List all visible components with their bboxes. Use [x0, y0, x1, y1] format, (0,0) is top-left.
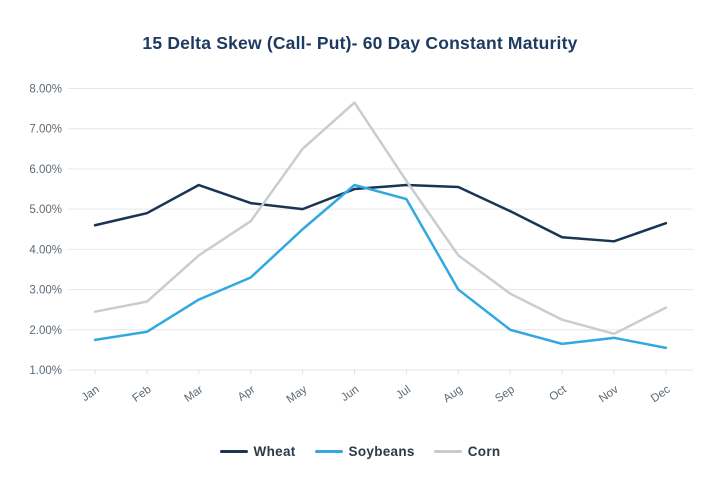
y-tick-label: 5.00% [29, 204, 62, 216]
chart-legend: Wheat Soybeans Corn [0, 440, 720, 462]
series-line-corn [93, 101, 668, 336]
legend-item-corn: Corn [433, 443, 501, 459]
legend-item-soybeans: Soybeans [314, 443, 415, 459]
x-tick-label: Mar [182, 384, 205, 405]
soybeans-line-swatch-icon [314, 449, 343, 453]
y-tick-label: 1.00% [29, 365, 62, 377]
x-tick-label: Jun [339, 384, 361, 404]
legend-label-corn: Corn [467, 443, 501, 459]
y-tick-label: 8.00% [29, 84, 62, 96]
x-tick-label: Nov [597, 383, 621, 405]
legend-label-soybeans: Soybeans [348, 443, 415, 459]
x-tick-label: Jan [80, 384, 102, 404]
legend-item-wheat: Wheat [219, 443, 296, 459]
y-tick-label: 7.00% [29, 124, 62, 136]
corn-line-swatch-icon [433, 449, 462, 453]
wheat-line-swatch-icon [219, 449, 248, 453]
x-tick-label: Aug [441, 384, 465, 406]
y-tick-label: 4.00% [29, 244, 62, 256]
y-tick-label: 2.00% [29, 325, 62, 337]
legend-label-wheat: Wheat [253, 443, 296, 459]
series-line-soybeans [93, 183, 668, 350]
y-tick-label: 3.00% [29, 285, 62, 297]
x-tick-label: Oct [547, 383, 569, 404]
x-tick-label: Dec [649, 383, 673, 405]
y-tick-label: 6.00% [29, 164, 62, 176]
x-tick-label: Apr [236, 384, 258, 404]
x-tick-label: Feb [130, 384, 153, 405]
x-tick-label: May [285, 383, 310, 405]
x-tick-label: Sep [493, 384, 517, 406]
chart-title: 15 Delta Skew (Call- Put)- 60 Day Consta… [142, 33, 578, 53]
x-tick-label: Jul [394, 384, 413, 402]
series-line-wheat [93, 183, 668, 243]
